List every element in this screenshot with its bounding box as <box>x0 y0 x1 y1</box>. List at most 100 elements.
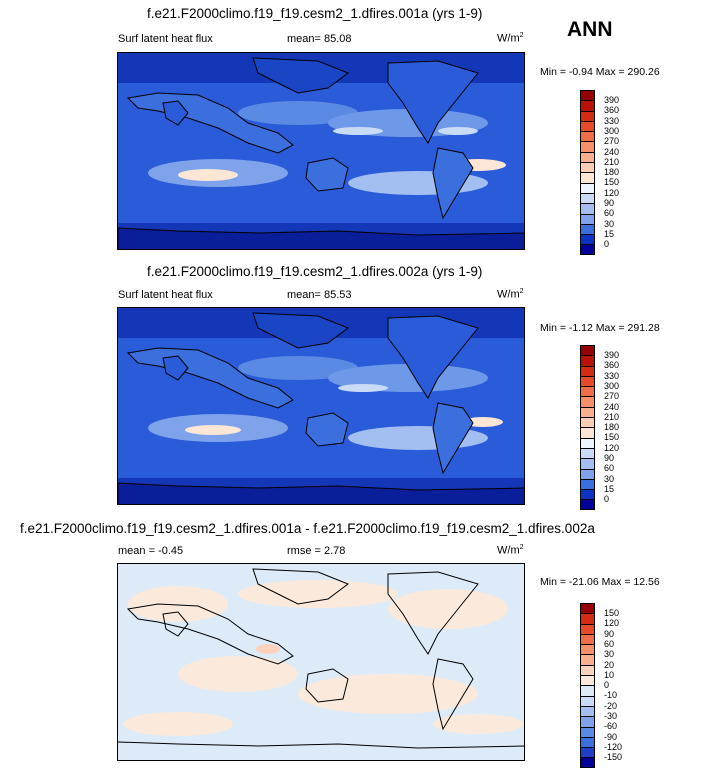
swatch <box>580 489 595 500</box>
swatch <box>580 90 595 101</box>
panel-2-mean-label: mean= <box>287 289 321 301</box>
panel-2-variable-label: Surf latent heat flux <box>118 289 213 301</box>
swatch <box>580 705 595 717</box>
swatch <box>580 417 595 428</box>
swatch <box>580 499 595 510</box>
swatch <box>580 736 595 748</box>
swatch <box>580 757 595 768</box>
colorbar-tick: 210 <box>604 411 620 422</box>
colorbar-tick: 20 <box>604 659 615 670</box>
colorbar-tick: 240 <box>604 146 620 157</box>
panel-3-rmse-value: 2.78 <box>324 545 346 557</box>
colorbar-tick: 210 <box>604 156 620 167</box>
colorbar-tick: 15 <box>604 483 615 494</box>
panel-1-variable-label: Surf latent heat flux <box>118 33 213 45</box>
swatch <box>580 644 595 655</box>
panel-3-title: f.e21.F2000climo.f19_f19.cesm2_1.dfires.… <box>20 521 595 536</box>
swatch <box>580 192 595 204</box>
colorbar-tick: -60 <box>604 721 618 732</box>
swatch <box>580 726 595 737</box>
panel-2-colorbar <box>580 345 595 510</box>
colorbar-tick: 0 <box>604 680 610 691</box>
swatch <box>580 141 595 152</box>
panel-1-map <box>117 52 525 250</box>
panel-2-minmax: Min = -1.12 Max = 291.28 <box>540 322 660 334</box>
colorbar-tick: 330 <box>604 370 620 381</box>
panel-3-mean: mean = -0.45 <box>118 545 183 557</box>
swatch <box>580 223 595 235</box>
colorbar-tick: 150 <box>604 608 620 618</box>
colorbar-tick: 120 <box>604 187 620 198</box>
panel-3-rmse: rmse = 2.78 <box>287 545 345 557</box>
swatch <box>580 654 595 665</box>
colorbar-tick: 0 <box>604 494 610 505</box>
colorbar-tick: -30 <box>604 711 618 721</box>
colorbar-tick: 390 <box>604 350 620 360</box>
swatch <box>580 234 595 245</box>
colorbar-tick: 90 <box>604 453 615 463</box>
swatch <box>580 427 595 438</box>
colorbar-tick: 150 <box>604 177 620 188</box>
swatch <box>580 633 595 645</box>
swatch <box>580 182 595 193</box>
colorbar-tick: -20 <box>604 700 618 711</box>
swatch <box>580 213 595 224</box>
panel-1-units: W/m2 <box>497 32 524 45</box>
panel-1-minmax: Min = -0.94 Max = 290.26 <box>540 66 660 78</box>
swatch <box>580 162 595 173</box>
season-label: ANN <box>567 18 613 41</box>
swatch <box>580 203 595 214</box>
colorbar-tick: 60 <box>604 208 615 219</box>
colorbar-tick: 30 <box>604 218 615 229</box>
swatch <box>580 345 595 356</box>
swatch <box>580 695 595 706</box>
colorbar-tick: 60 <box>604 463 615 474</box>
swatch <box>580 664 595 676</box>
swatch <box>580 468 595 479</box>
swatch <box>580 675 595 686</box>
swatch <box>580 151 595 163</box>
colorbar-tick: 30 <box>604 473 615 484</box>
swatch <box>580 747 595 758</box>
colorbar-tick: 300 <box>604 125 620 136</box>
colorbar-tick: 240 <box>604 401 620 412</box>
swatch <box>580 458 595 469</box>
swatch <box>580 447 595 459</box>
panel-2-mean: mean= 85.53 <box>287 289 352 301</box>
panel-1-colorbar <box>580 90 595 255</box>
swatch <box>580 613 595 624</box>
colorbar-tick: 270 <box>604 391 620 402</box>
panel-1-map-svg <box>118 53 524 249</box>
panel-1-title: f.e21.F2000climo.f19_f19.cesm2_1.dfires.… <box>147 6 483 21</box>
colorbar-tick: 150 <box>604 432 620 443</box>
swatch <box>580 375 595 387</box>
panel-3-minmax: Min = -21.06 Max = 12.56 <box>540 576 660 588</box>
colorbar-tick: 180 <box>604 167 620 178</box>
swatch <box>580 603 595 614</box>
panel-2-units: W/m2 <box>497 288 524 301</box>
swatch <box>580 406 595 418</box>
panel-1-mean: mean= 85.08 <box>287 33 352 45</box>
swatch <box>580 131 595 142</box>
panel-3-map-svg <box>118 564 524 760</box>
panel-3-map <box>117 563 525 761</box>
swatch <box>580 386 595 397</box>
colorbar-tick: 15 <box>604 228 615 239</box>
colorbar-tick: 120 <box>604 618 620 629</box>
colorbar-tick: 390 <box>604 95 620 105</box>
panel-3-mean-value: -0.45 <box>158 545 184 557</box>
colorbar-tick: -150 <box>604 752 623 763</box>
colorbar-tick: 120 <box>604 442 620 453</box>
swatch <box>580 478 595 490</box>
colorbar-tick: 330 <box>604 115 620 126</box>
panel-1-mean-label: mean= <box>287 33 321 45</box>
swatch <box>580 355 595 366</box>
swatch <box>580 685 595 696</box>
panel-2-mean-value: 85.53 <box>324 289 352 301</box>
colorbar-tick: 360 <box>604 360 620 371</box>
colorbar-tick: -120 <box>604 741 623 752</box>
panel-3-colorbar <box>580 603 595 768</box>
colorbar-tick: -90 <box>604 731 618 742</box>
panel-2-map <box>117 307 525 505</box>
swatch <box>580 100 595 111</box>
